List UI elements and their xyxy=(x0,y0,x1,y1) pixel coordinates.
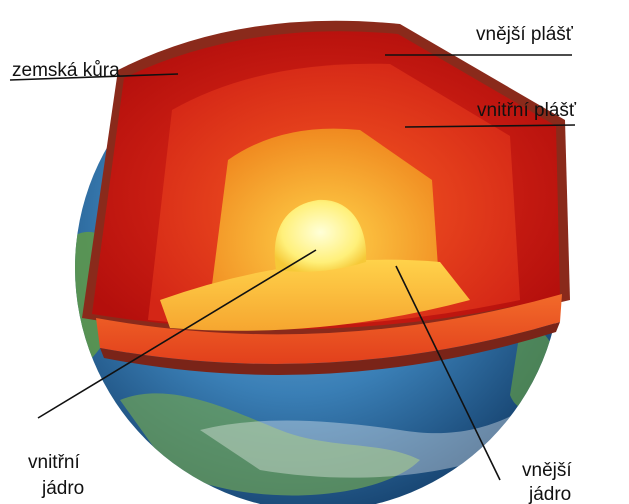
outer-core-floor xyxy=(160,259,470,331)
leader-line-crust xyxy=(9,73,179,81)
label-inner-mantle: vnitřní plášť xyxy=(477,100,577,121)
label-outer-core-line1: vnější xyxy=(522,460,572,481)
crust-floor-edge xyxy=(100,322,560,375)
label-inner-core-line1: vnitřní xyxy=(28,452,80,473)
landmass-bottom xyxy=(120,393,420,496)
inner-core-layer xyxy=(274,199,367,272)
mantle-floor xyxy=(96,294,562,365)
label-inner-core-line2: jádro xyxy=(41,478,84,499)
leader-line-inner-mantle xyxy=(404,124,576,128)
leader-line-outer-core xyxy=(395,265,501,481)
leader-lines xyxy=(9,54,576,481)
leader-line-inner-core xyxy=(37,249,317,419)
label-outer-mantle: vnější plášť xyxy=(476,24,574,45)
label-outer-core-line2: jádro xyxy=(528,484,571,504)
label-crust: zemská kůra xyxy=(12,60,120,81)
